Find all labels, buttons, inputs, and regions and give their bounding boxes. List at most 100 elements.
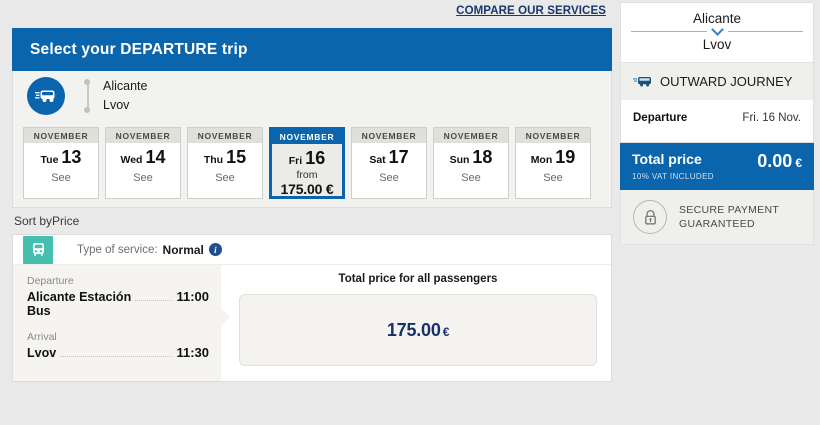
service-card-header: Type of service: Normal i	[13, 235, 611, 265]
lock-icon	[633, 200, 667, 234]
date-card-16-selected[interactable]: NOVEMBER Fri 16 from 175.00 €	[269, 127, 345, 199]
date-see-link[interactable]: See	[215, 172, 235, 184]
departure-row: Alicante Estación 11:00	[27, 289, 209, 304]
date-card-14[interactable]: NOVEMBER Wed 14 See	[105, 127, 181, 199]
date-month: NOVEMBER	[516, 128, 590, 143]
date-dow: Tue	[40, 154, 59, 166]
route-summary: Alicante Lvov	[12, 71, 612, 121]
date-see-link[interactable]: See	[461, 172, 481, 184]
sidebar-departure-date: Fri. 16 Nov.	[742, 112, 801, 124]
date-selector: NOVEMBER Tue 13 See NOVEMBER Wed 14 See NO…	[12, 121, 612, 208]
date-dow: Sun	[449, 154, 470, 166]
date-month: NOVEMBER	[188, 128, 262, 143]
sidebar-destination: Lvov	[702, 37, 732, 52]
departure-time: 11:00	[176, 289, 209, 304]
secure-payment-badge: SECURE PAYMENT GUARANTEED	[620, 190, 814, 245]
compare-our-services-link[interactable]: COMPARE OUR SERVICES	[456, 5, 606, 17]
leader-dots	[60, 356, 173, 357]
date-see-link[interactable]: See	[379, 172, 399, 184]
leader-dots	[135, 300, 173, 301]
route-stop-list: Alicante Lvov	[84, 77, 148, 115]
service-card-body: Departure Alicante Estación 11:00 Bus Ar…	[13, 265, 611, 381]
date-month: NOVEMBER	[434, 128, 508, 143]
sidebar-total-price: Total price 10% VAT INCLUDED 0.00 €	[620, 143, 814, 190]
outward-bus-icon	[633, 75, 653, 92]
date-day: 19	[555, 147, 576, 167]
departure-label: Departure	[27, 275, 74, 287]
date-month: NOVEMBER	[106, 128, 180, 143]
route-destination: Lvov	[103, 98, 130, 112]
date-day: 18	[472, 147, 493, 167]
bus-icon	[27, 77, 65, 115]
date-see-link[interactable]: See	[543, 172, 563, 184]
total-price-title: Total price for all passengers	[338, 273, 498, 285]
outward-journey-title: OUTWARD JOURNEY	[660, 74, 793, 89]
divider-line-left	[631, 31, 707, 32]
total-price-box[interactable]: 175.00 €	[239, 294, 597, 366]
date-card-17[interactable]: NOVEMBER Sat 17 See	[351, 127, 427, 199]
date-dow: Mon	[530, 154, 553, 166]
panel-arrow-icon	[220, 307, 230, 327]
date-see-link[interactable]: See	[133, 172, 153, 184]
date-dow: Thu	[203, 154, 224, 166]
date-dow: Fri	[288, 155, 303, 167]
sort-label: Sort byPrice	[14, 214, 80, 228]
date-day: 16	[305, 148, 326, 168]
departure-trip-panel: Select your DEPARTURE trip Alicante	[12, 28, 612, 425]
date-month: NOVEMBER	[271, 129, 343, 144]
arrival-row: Lvov 11:30	[27, 345, 209, 360]
total-price-amount: 175.00 €	[386, 319, 450, 341]
service-result-card[interactable]: Type of service: Normal i Departure Alic…	[12, 234, 612, 382]
sidebar-route-box: Alicante Lvov	[620, 2, 814, 63]
date-dow: Sat	[369, 154, 386, 166]
total-price-panel: Total price for all passengers 175.00 €	[221, 265, 611, 381]
date-card-19[interactable]: NOVEMBER Mon 19 See	[515, 127, 591, 199]
date-card-13[interactable]: NOVEMBER Tue 13 See	[23, 127, 99, 199]
date-month: NOVEMBER	[24, 128, 98, 143]
date-card-18[interactable]: NOVEMBER Sun 18 See	[433, 127, 509, 199]
date-dow: Wed	[120, 154, 143, 166]
service-type-value: Normal	[162, 242, 204, 257]
info-icon[interactable]: i	[208, 243, 222, 256]
sort-bar[interactable]: Sort byPrice	[12, 208, 612, 234]
date-day: 17	[388, 147, 409, 167]
trip-times-panel: Departure Alicante Estación 11:00 Bus Ar…	[13, 265, 230, 381]
service-type-label: Type of service:	[77, 243, 158, 256]
sidebar-departure-row: Departure Fri. 16 Nov.	[620, 100, 814, 143]
secure-payment-text: SECURE PAYMENT GUARANTEED	[679, 203, 779, 231]
arrival-label: Arrival	[27, 331, 57, 343]
total-price-value: 175.00	[386, 319, 441, 340]
route-dot-destination	[84, 107, 90, 113]
secure-line-1: SECURE PAYMENT	[679, 204, 780, 216]
divider-line-right	[727, 31, 803, 32]
sidebar-total-value: 0.00	[757, 151, 793, 171]
secure-line-2: GUARANTEED	[679, 218, 755, 230]
route-dot-origin	[84, 79, 90, 85]
date-see-link[interactable]: See	[51, 172, 71, 184]
sidebar-departure-label: Departure	[633, 112, 688, 124]
booking-summary-sidebar: Alicante Lvov	[620, 2, 814, 245]
date-card-15[interactable]: NOVEMBER Thu 15 See	[187, 127, 263, 199]
date-price: 175.00 €	[280, 181, 334, 197]
service-type: Type of service: Normal i	[77, 243, 222, 257]
route-connector	[87, 82, 89, 110]
sidebar-origin: Alicante	[692, 11, 742, 26]
departure-mode: Bus	[27, 304, 51, 318]
sidebar-total-currency: €	[795, 156, 802, 170]
panel-title: Select your DEPARTURE trip	[30, 40, 248, 58]
date-month: NOVEMBER	[352, 128, 426, 143]
route-origin: Alicante	[103, 79, 148, 93]
spacer	[27, 318, 209, 331]
total-price-currency: €	[442, 324, 450, 339]
date-from-label: from	[296, 169, 318, 181]
date-day: 14	[145, 147, 166, 167]
service-bus-icon	[23, 235, 53, 264]
date-day: 13	[61, 147, 82, 167]
date-day: 15	[226, 147, 247, 167]
departure-place: Alicante Estación	[27, 290, 132, 304]
total-price-label: Total price	[632, 151, 702, 167]
panel-header: Select your DEPARTURE trip	[12, 28, 612, 71]
vat-note: 10% VAT INCLUDED	[632, 172, 714, 181]
arrival-time: 11:30	[176, 345, 209, 360]
route-direction	[631, 23, 803, 36]
